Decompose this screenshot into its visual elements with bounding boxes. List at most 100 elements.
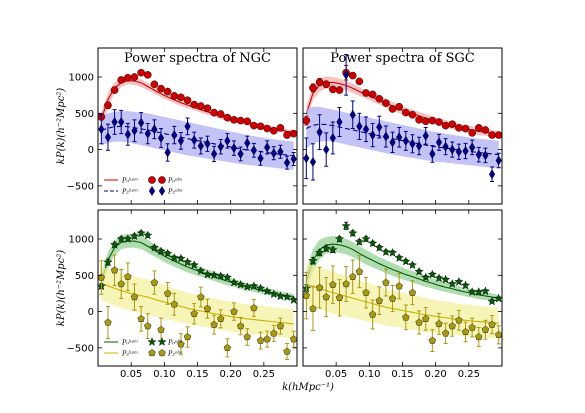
data-point-top-left-2-6 xyxy=(137,68,145,77)
model-line-bottom-left-4 xyxy=(101,283,294,325)
legend-marker-b-bottom-left-2 xyxy=(157,337,167,346)
data-point-top-left-5-0 xyxy=(98,124,105,135)
data-point-top-right-2-11 xyxy=(375,94,384,103)
data-point-top-left-5-28 xyxy=(283,157,291,168)
data-point-bottom-right-5-4 xyxy=(329,280,337,288)
data-point-top-right-2-22 xyxy=(448,120,457,128)
data-point-top-right-2-29 xyxy=(494,131,502,139)
data-point-bottom-right-2-13 xyxy=(387,247,398,257)
data-point-top-right-5-20 xyxy=(435,137,443,148)
data-point-top-left-5-19 xyxy=(224,135,231,146)
data-point-bottom-right-5-7 xyxy=(349,272,357,280)
data-point-bottom-left-2-20 xyxy=(229,277,239,287)
data-point-bottom-left-2-6 xyxy=(136,228,146,238)
data-point-top-right-2-1 xyxy=(309,84,317,92)
data-point-top-left-2-28 xyxy=(283,131,291,139)
data-point-bottom-right-5-22 xyxy=(448,322,456,330)
data-point-bottom-left-2-12 xyxy=(176,253,186,263)
data-point-bottom-left-5-14 xyxy=(190,309,198,317)
data-point-top-right-5-3 xyxy=(323,144,330,155)
data-point-bottom-left-2-11 xyxy=(169,252,179,262)
data-point-top-left-5-2 xyxy=(111,116,118,128)
data-point-top-left-5-29 xyxy=(290,153,297,165)
data-point-top-left-2-14 xyxy=(190,100,198,109)
x-tick-label-bottom-right-1: 0.10 xyxy=(358,369,380,380)
data-point-bottom-left-2-14 xyxy=(189,260,199,270)
data-point-top-left-5-12 xyxy=(177,135,185,146)
data-point-bottom-left-2-26 xyxy=(269,289,279,299)
data-point-top-left-2-22 xyxy=(243,117,252,126)
data-point-top-left-5-6 xyxy=(138,117,145,128)
panel-title-top-right: Power spectra of SGC xyxy=(330,51,475,66)
legend-label-bottom-left-1: P₂ʰʸᵐ xyxy=(121,350,138,358)
x-tick-label-bottom-right-3: 0.20 xyxy=(425,369,447,380)
x-tick-label-bottom-left-3: 0.20 xyxy=(220,369,242,380)
data-point-top-right-5-27 xyxy=(482,150,489,161)
data-point-bottom-right-2-9 xyxy=(361,234,371,243)
x-tick-label-bottom-left-0: 0.05 xyxy=(120,369,142,380)
y-tick-label-bottom-left-0: −500 xyxy=(67,343,94,354)
data-point-top-right-5-25 xyxy=(469,142,476,153)
data-point-bottom-left-2-27 xyxy=(275,291,286,301)
data-point-bottom-left-5-10 xyxy=(163,289,172,297)
data-point-bottom-left-5-20 xyxy=(230,307,238,315)
model-band-bottom-right-3 xyxy=(306,264,499,339)
data-point-top-right-2-4 xyxy=(329,85,337,94)
data-point-top-left-2-24 xyxy=(256,122,265,131)
data-point-top-right-5-9 xyxy=(362,124,370,135)
data-point-top-left-5-5 xyxy=(131,125,138,136)
data-point-top-right-2-8 xyxy=(355,77,364,86)
legend-marker-b-top-left-2 xyxy=(158,176,166,184)
data-point-bottom-right-5-26 xyxy=(475,333,483,341)
data-point-top-right-2-21 xyxy=(441,121,450,130)
data-point-top-right-5-24 xyxy=(462,145,469,157)
data-point-top-left-5-23 xyxy=(250,145,257,156)
data-point-bottom-right-2-2 xyxy=(314,247,325,257)
data-point-bottom-right-5-15 xyxy=(402,313,410,321)
plot-area-top-right xyxy=(303,54,502,183)
data-point-top-right-5-11 xyxy=(376,122,383,133)
x-tick-label-bottom-left-2: 0.15 xyxy=(186,369,208,380)
data-point-bottom-right-2-18 xyxy=(421,272,431,282)
data-point-bottom-left-2-21 xyxy=(235,279,246,289)
data-point-bottom-left-2-25 xyxy=(262,286,272,296)
data-point-top-right-2-2 xyxy=(315,78,324,86)
data-point-bottom-left-2-9 xyxy=(156,246,166,256)
data-point-top-right-2-0 xyxy=(303,116,311,125)
legend-label-bottom-left-2: P₀ᵒᵇˢ xyxy=(167,339,182,347)
data-point-bottom-left-2-16 xyxy=(202,269,213,279)
data-point-top-left-2-10 xyxy=(163,87,172,96)
data-point-top-left-2-9 xyxy=(157,84,165,93)
data-point-bottom-left-5-11 xyxy=(170,300,178,308)
x-tick-label-bottom-right-2: 0.15 xyxy=(391,369,413,380)
data-point-bottom-left-2-18 xyxy=(216,271,226,280)
data-point-bottom-left-5-19 xyxy=(223,344,232,351)
model-band-bottom-left-0 xyxy=(101,233,294,300)
data-point-bottom-left-2-2 xyxy=(109,239,120,249)
y-tick-label-bottom-left-2: 500 xyxy=(75,271,94,282)
data-point-top-right-5-18 xyxy=(422,130,429,141)
data-point-top-right-5-5 xyxy=(336,116,343,128)
data-point-top-left-5-8 xyxy=(151,124,158,135)
data-point-bottom-left-5-17 xyxy=(210,320,218,328)
data-point-bottom-right-5-27 xyxy=(481,325,490,333)
model-band-top-right-3 xyxy=(306,106,499,169)
data-point-top-left-2-16 xyxy=(203,104,212,113)
data-point-bottom-right-5-3 xyxy=(322,293,330,301)
data-point-top-right-5-4 xyxy=(329,132,336,144)
x-tick-label-bottom-right-4: 0.25 xyxy=(458,369,480,380)
data-point-bottom-right-2-7 xyxy=(348,228,358,238)
data-point-bottom-left-2-8 xyxy=(149,242,160,252)
data-point-bottom-right-5-9 xyxy=(362,288,370,296)
legend-label-top-left-2: P₀ᵒᵇˢ xyxy=(167,177,182,185)
data-point-top-right-5-28 xyxy=(488,169,496,180)
data-point-top-left-5-17 xyxy=(210,148,218,159)
data-point-bottom-left-5-1 xyxy=(104,318,112,326)
data-point-bottom-right-5-24 xyxy=(461,328,470,336)
data-point-bottom-left-5-16 xyxy=(203,304,212,312)
data-point-bottom-left-5-25 xyxy=(263,335,271,343)
data-point-top-right-5-2 xyxy=(316,127,323,138)
data-point-bottom-left-5-2 xyxy=(110,266,119,274)
data-point-top-right-2-17 xyxy=(415,116,423,124)
